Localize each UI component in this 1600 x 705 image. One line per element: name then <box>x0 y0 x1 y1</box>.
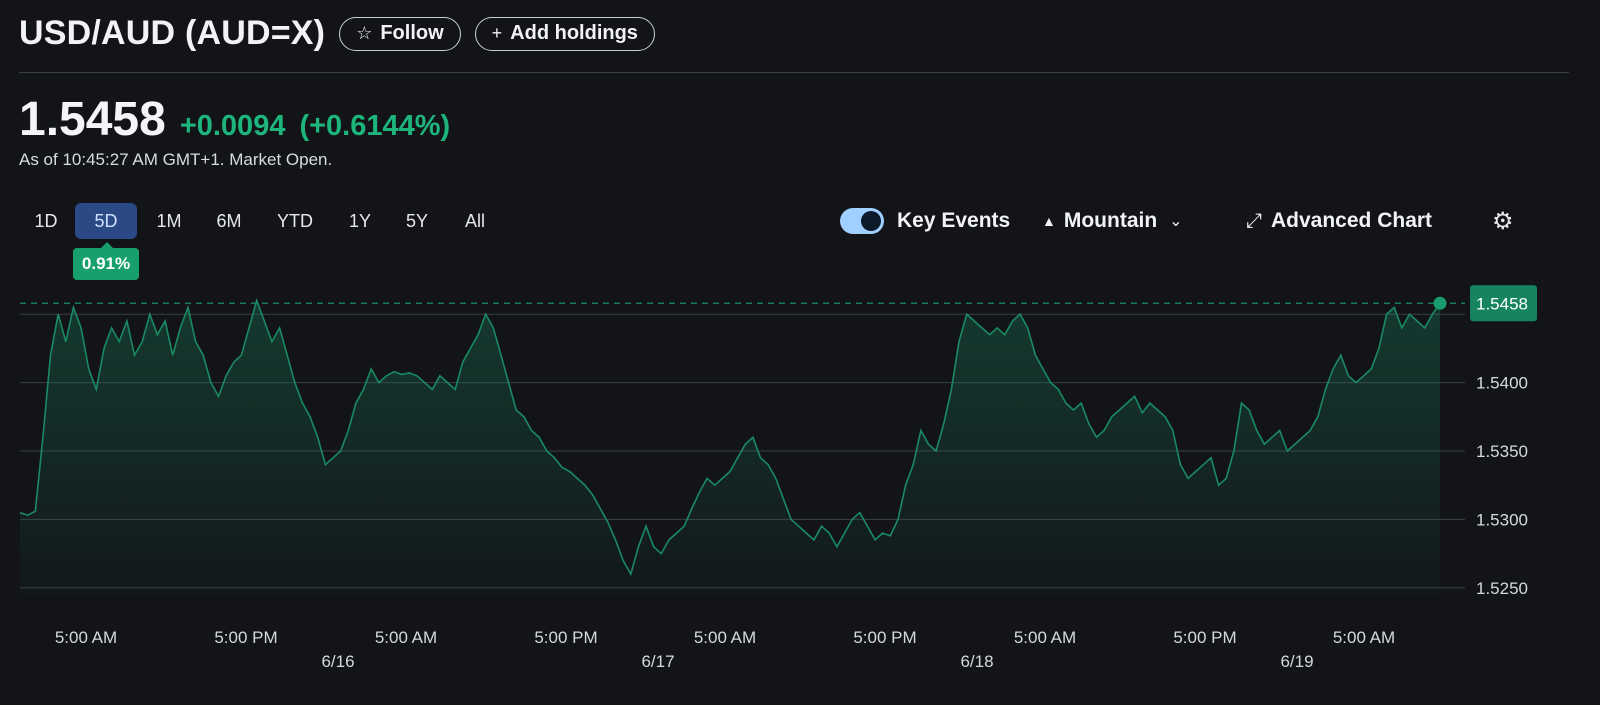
chart-type-dropdown[interactable]: ▲ Mountain ⌄ <box>1042 209 1183 233</box>
range-change-tooltip: 0.91% <box>73 242 139 280</box>
range-1d[interactable]: 1D <box>34 211 58 231</box>
x-tick-label: 5:00 AM <box>1333 628 1395 647</box>
x-date-label: 6/16 <box>321 652 354 671</box>
price-change: +0.0094 <box>179 110 286 142</box>
x-tick-label: 5:00 PM <box>214 628 277 647</box>
plus-icon: + <box>491 23 503 43</box>
key-events-toggle[interactable] <box>840 208 884 234</box>
y-tick-label: 1.5400 <box>1476 374 1528 393</box>
x-tick-label: 5:00 AM <box>694 628 756 647</box>
range-1y[interactable]: 1Y <box>348 211 372 231</box>
current-price: 1.5458 <box>19 93 166 146</box>
key-events-control: Key Events <box>840 208 1010 234</box>
follow-label: Follow <box>380 22 444 44</box>
price-change-percent: (+0.6144%) <box>299 110 451 142</box>
range-all[interactable]: All <box>464 211 485 231</box>
x-tick-label: 5:00 PM <box>853 628 916 647</box>
y-tick-label: 1.5350 <box>1476 442 1528 461</box>
header-divider <box>19 72 1569 73</box>
range-6m[interactable]: 6M <box>216 211 242 231</box>
add-holdings-label: Add holdings <box>510 22 638 44</box>
x-axis: 5:00 AM 5:00 PM 6/16 5:00 AM 5:00 PM 6/17 5:00… <box>55 628 1395 671</box>
last-price-tag <box>1470 285 1537 322</box>
price-line <box>19 297 1441 577</box>
last-price-dot <box>1433 296 1447 310</box>
x-tick-label: 5:00 PM <box>1173 628 1236 647</box>
mountain-icon: ▲ <box>1042 213 1056 229</box>
x-tick-label: 5:00 AM <box>375 628 437 647</box>
x-tick-label: 5:00 AM <box>55 628 117 647</box>
range-5y[interactable]: 5Y <box>405 211 429 231</box>
advanced-chart-button[interactable]: ⤢ Advanced Chart <box>1246 209 1432 233</box>
price-area <box>20 300 1440 596</box>
advanced-chart-label: Advanced Chart <box>1271 209 1433 232</box>
star-icon: ☆ <box>356 23 373 43</box>
range-1m[interactable]: 1M <box>156 211 182 231</box>
as-of-timestamp: As of 10:45:27 AM GMT+1. Market Open. <box>19 150 333 169</box>
add-holdings-button[interactable]: + Add holdings <box>474 16 655 51</box>
y-tick-label: 1.5250 <box>1476 579 1528 598</box>
y-tick-label: 1.5300 <box>1476 510 1528 529</box>
last-price-label: 1.5458 <box>1476 294 1528 313</box>
price-row: 1.5458 +0.0094 (+0.6144%) <box>19 92 450 147</box>
key-events-label: Key Events <box>897 209 1011 232</box>
range-5d[interactable]: 5D <box>75 203 137 239</box>
chart-type-label: Mountain <box>1063 209 1158 232</box>
expand-arrows-icon: ⤢ <box>1246 209 1262 232</box>
x-date-label: 6/17 <box>641 652 674 671</box>
x-date-label: 6/19 <box>1280 652 1313 671</box>
range-selector: 1D 5D 1M 6M YTD 1Y 5Y All <box>26 203 495 239</box>
range-ytd[interactable]: YTD <box>277 211 313 231</box>
settings-button[interactable]: ⚙ <box>1492 207 1514 236</box>
x-tick-label: 5:00 PM <box>534 628 597 647</box>
follow-button[interactable]: ☆ Follow <box>339 16 461 51</box>
page-title: USD/AUD (AUD=X) <box>19 14 326 52</box>
chevron-down-icon: ⌄ <box>1169 213 1183 230</box>
gear-icon: ⚙ <box>1492 208 1514 235</box>
quote-header: USD/AUD (AUD=X) ☆ Follow + Add holdings <box>19 14 655 53</box>
toggle-knob <box>861 211 881 231</box>
x-tick-label: 5:00 AM <box>1014 628 1076 647</box>
y-axis: 1.5250 1.5300 1.5350 1.5400 1.5458 <box>1470 285 1537 598</box>
x-date-label: 6/18 <box>960 652 993 671</box>
